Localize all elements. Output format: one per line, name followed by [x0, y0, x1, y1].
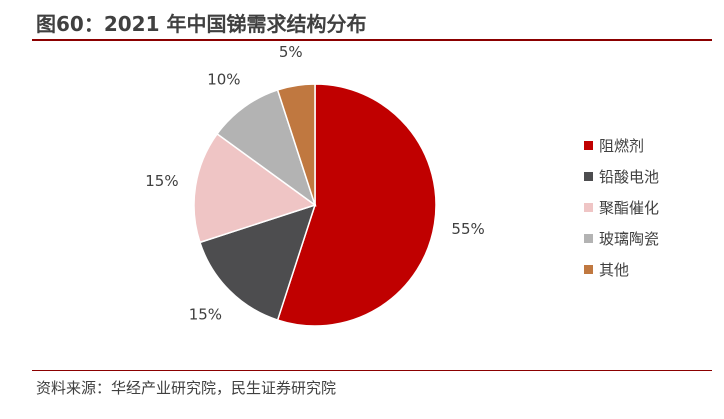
legend-label: 铅酸电池: [599, 168, 660, 186]
legend-swatch: [584, 234, 593, 243]
title-divider: [32, 39, 712, 41]
legend-item: 阻燃剂: [584, 130, 659, 161]
legend-item: 玻璃陶瓷: [584, 223, 659, 254]
legend-label: 玻璃陶瓷: [599, 230, 660, 248]
legend-item: 其他: [584, 254, 659, 285]
legend-label: 聚酯催化: [599, 199, 660, 217]
legend-swatch: [584, 172, 593, 181]
legend-swatch: [584, 265, 593, 274]
slice-label: 15%: [145, 172, 178, 190]
pie-slice: [216, 88, 317, 207]
pie-slice: [276, 83, 316, 206]
legend-swatch: [584, 203, 593, 212]
slice-label: 5%: [279, 43, 303, 61]
legend-item: 铅酸电池: [584, 161, 659, 192]
slice-label: 55%: [451, 220, 484, 238]
pie-slice: [276, 83, 437, 327]
chart-legend: 阻燃剂 铅酸电池 聚酯催化 玻璃陶瓷 其他: [584, 130, 659, 285]
legend-label: 阻燃剂: [599, 137, 645, 155]
legend-item: 聚酯催化: [584, 192, 659, 223]
legend-label: 其他: [599, 261, 630, 279]
source-note: 资料来源：华经产业研究院，民生证券研究院: [36, 379, 337, 397]
slice-label: 15%: [189, 306, 222, 324]
pie-slice: [193, 132, 317, 244]
legend-swatch: [584, 141, 593, 150]
footer-divider: [32, 370, 712, 371]
slice-label: 10%: [207, 71, 240, 89]
chart-title: 图60：2021 年中国锑需求结构分布: [36, 12, 367, 36]
